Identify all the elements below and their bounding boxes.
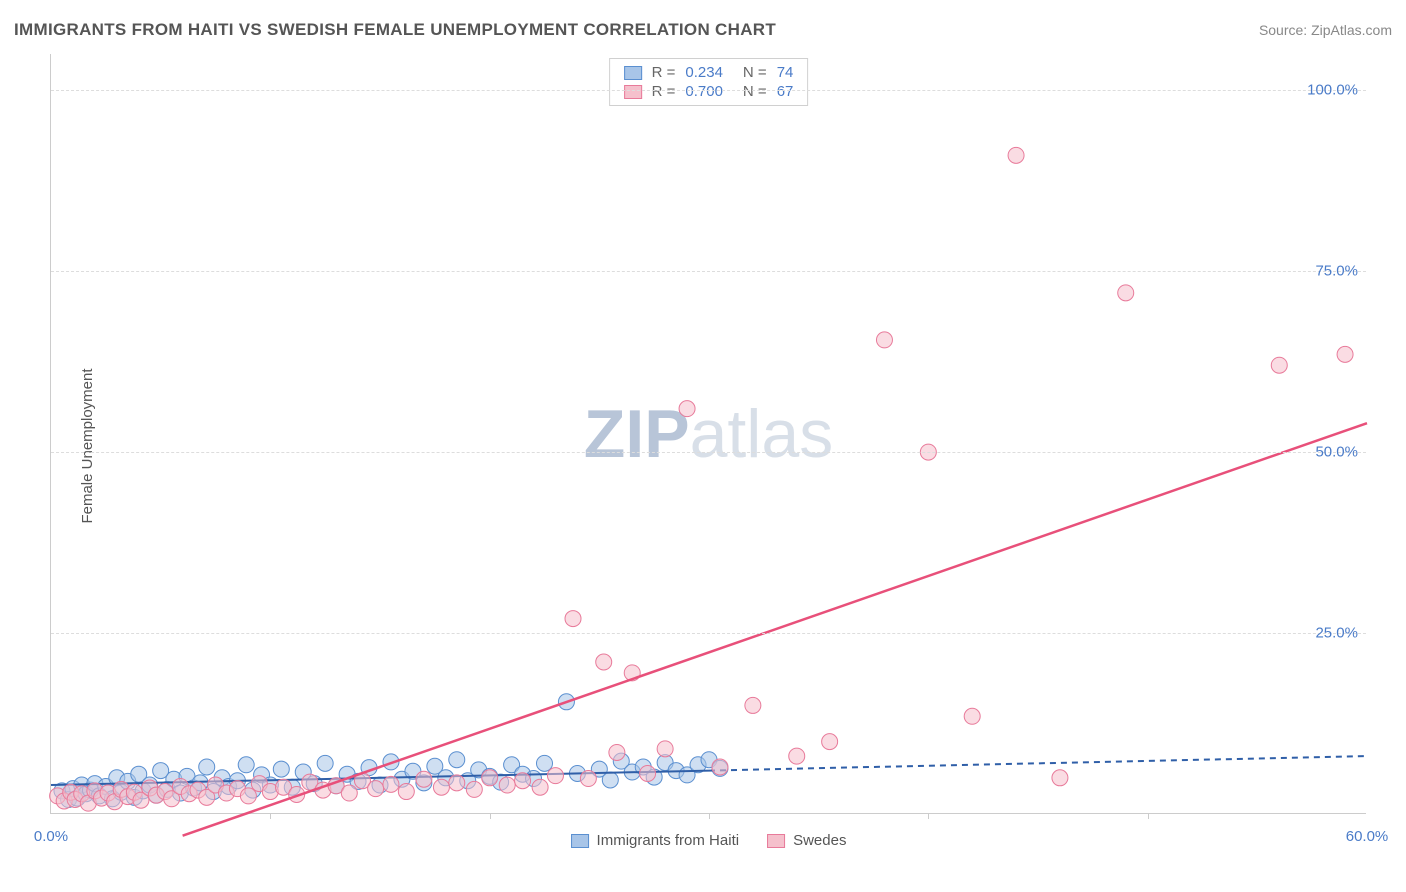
- swatch-icon: [624, 66, 642, 80]
- data-point: [789, 748, 805, 764]
- data-point: [449, 752, 465, 768]
- xtick-minor: [709, 813, 710, 819]
- data-point: [1008, 147, 1024, 163]
- ytick-label: 75.0%: [1315, 263, 1358, 280]
- data-point: [1118, 285, 1134, 301]
- data-point: [580, 771, 596, 787]
- trend-line-ext: [709, 756, 1367, 770]
- data-point: [482, 770, 498, 786]
- data-point: [515, 773, 531, 789]
- n-value: 67: [777, 83, 794, 100]
- data-point: [433, 779, 449, 795]
- data-point: [416, 771, 432, 787]
- legend-item: Immigrants from Haiti: [571, 832, 740, 849]
- plot-svg: [51, 54, 1366, 813]
- data-point: [449, 775, 465, 791]
- n-label: N =: [743, 64, 767, 81]
- n-value: 74: [777, 64, 794, 81]
- data-point: [1337, 346, 1353, 362]
- gridline: [51, 452, 1366, 453]
- data-point: [657, 741, 673, 757]
- data-point: [964, 708, 980, 724]
- r-label: R =: [652, 83, 676, 100]
- gridline: [51, 633, 1366, 634]
- legend-stats-row: R = 0.700 N = 67: [624, 82, 794, 101]
- data-point: [822, 734, 838, 750]
- ytick-label: 25.0%: [1315, 625, 1358, 642]
- data-point: [499, 777, 515, 793]
- legend-label: Swedes: [793, 832, 846, 849]
- data-point: [745, 697, 761, 713]
- data-point: [609, 744, 625, 760]
- r-value: 0.700: [685, 83, 723, 100]
- data-point: [537, 755, 553, 771]
- gridline: [51, 271, 1366, 272]
- data-point: [238, 757, 254, 773]
- xtick-minor: [490, 813, 491, 819]
- swatch-icon: [624, 85, 642, 99]
- xtick-minor: [928, 813, 929, 819]
- swatch-icon: [571, 834, 589, 848]
- data-point: [1271, 357, 1287, 373]
- n-label: N =: [743, 83, 767, 100]
- data-point: [199, 759, 215, 775]
- legend-label: Immigrants from Haiti: [597, 832, 740, 849]
- legend-stats-box: R = 0.234 N = 74 R = 0.700 N = 67: [609, 58, 809, 106]
- data-point: [240, 788, 256, 804]
- data-point: [1052, 770, 1068, 786]
- chart-area: ZIPatlas R =0.234N =74R =0.700N =67 Immi…: [50, 54, 1366, 814]
- xtick-minor: [1148, 813, 1149, 819]
- header: IMMIGRANTS FROM HAITI VS SWEDISH FEMALE …: [14, 20, 1392, 40]
- data-point: [565, 611, 581, 627]
- xtick-label: 60.0%: [1346, 828, 1389, 845]
- ytick-label: 100.0%: [1307, 82, 1358, 99]
- data-point: [317, 755, 333, 771]
- r-value: 0.234: [685, 64, 723, 81]
- data-point: [596, 654, 612, 670]
- data-point: [640, 765, 656, 781]
- data-point: [273, 761, 289, 777]
- data-point: [547, 768, 563, 784]
- data-point: [466, 781, 482, 797]
- data-point: [368, 781, 384, 797]
- data-point: [602, 772, 618, 788]
- swatch-icon: [767, 834, 785, 848]
- data-point: [712, 759, 728, 775]
- xtick-label: 0.0%: [34, 828, 68, 845]
- legend-stats-row: R = 0.234 N = 74: [624, 63, 794, 82]
- r-label: R =: [652, 64, 676, 81]
- trend-line: [183, 423, 1367, 836]
- data-point: [341, 785, 357, 801]
- data-point: [398, 784, 414, 800]
- data-point: [679, 401, 695, 417]
- ytick-label: 50.0%: [1315, 444, 1358, 461]
- source-label: Source: ZipAtlas.com: [1259, 22, 1392, 38]
- legend-bottom: Immigrants from Haiti Swedes: [571, 832, 847, 849]
- data-point: [532, 779, 548, 795]
- data-point: [876, 332, 892, 348]
- xtick-minor: [270, 813, 271, 819]
- gridline: [51, 90, 1366, 91]
- data-point: [383, 776, 399, 792]
- chart-title: IMMIGRANTS FROM HAITI VS SWEDISH FEMALE …: [14, 20, 776, 40]
- legend-item: Swedes: [767, 832, 846, 849]
